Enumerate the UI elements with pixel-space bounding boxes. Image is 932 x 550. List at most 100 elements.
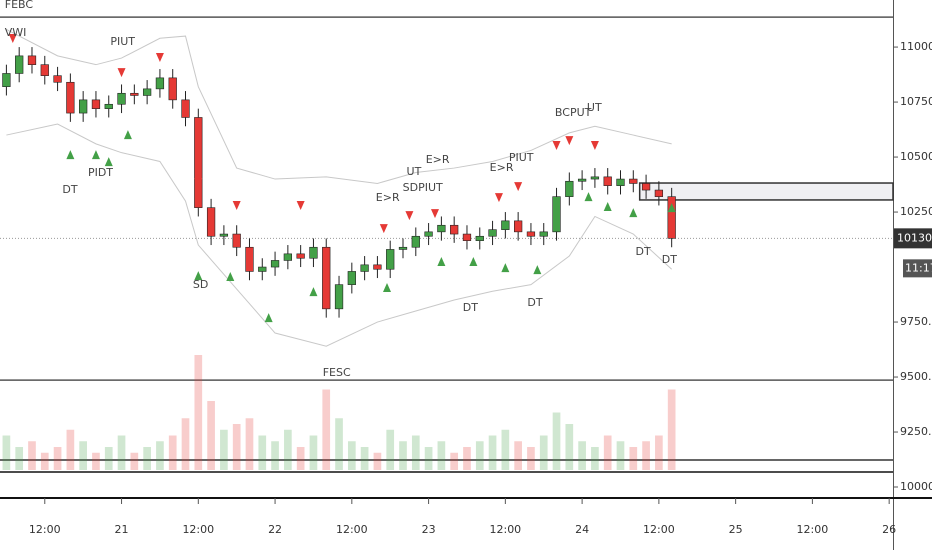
buy-signal [66,150,75,160]
annotation: FEBC [5,0,34,11]
buy-signal [264,313,273,323]
candle-body [27,55,37,65]
buy-signal [469,256,478,266]
volume-bar [53,447,62,470]
candle-body [539,231,548,237]
annotation: BCPUT [555,106,592,119]
candle-body [322,246,331,310]
volume-bar [66,429,75,470]
volume-bar [552,412,561,470]
y-tick-label: 10000.0 [900,480,932,493]
candle-body [194,117,203,208]
x-tick-label: 12:00 [489,523,521,536]
volume-bar [539,435,548,470]
volume-bar [411,435,420,470]
x-tick-label: 12:00 [797,523,829,536]
buy-signal [603,201,612,211]
volume-bar [156,441,164,470]
sell-signal [590,140,599,150]
candle-body [462,233,472,241]
x-tick-label: 25 [729,523,743,536]
volume-bar [194,355,203,470]
candle-body [245,246,254,272]
candle-body [258,266,267,272]
buy-signal [667,203,676,213]
annotation: DT [62,183,77,196]
volume-bar [603,435,612,470]
candle-body [219,233,229,237]
annotation: DT [662,253,677,266]
volume-bar [309,435,318,470]
volume-bar [104,447,113,470]
sell-signal [552,140,561,150]
volume-bar [335,418,343,470]
candle-body [206,207,216,237]
volume-bar [2,435,11,470]
buy-signal [533,265,542,275]
annotation: PIDT [88,166,113,179]
sell-signal [514,182,523,192]
candle-body [66,81,75,114]
buy-signal [309,287,318,297]
annotation: E>R [490,161,514,174]
x-tick-label: 23 [422,523,436,536]
volume-bar [616,441,625,470]
volume-bar [220,429,228,470]
volume-bar [181,418,190,470]
volume-bar [271,441,279,470]
x-tick-label: 12:00 [29,523,61,536]
sell-signal [405,211,414,221]
volume-bar [655,435,663,470]
candle-body [603,176,612,186]
volume-bar [322,389,331,470]
volume-bar [386,429,395,470]
candle-body [514,220,523,233]
annotation: DT [463,301,478,314]
candle-body [91,99,101,109]
volume-bar [15,447,24,470]
volume-bar [360,447,369,470]
lower-band [6,123,673,347]
sell-signal [8,34,17,44]
countdown: 11:17 [905,261,932,274]
candle-body [411,235,420,248]
x-tick-label: 26 [882,523,896,536]
volume-bar [143,447,151,470]
y-tick-label: 10750.0 [900,95,932,108]
volume-bar [245,418,254,470]
sell-signal [117,68,126,78]
candle-body [526,231,536,237]
candle-body [142,88,152,96]
candle-body [590,176,600,180]
upper-band [6,29,672,184]
volume-bar [667,389,676,470]
volume-bar [373,452,382,470]
sell-signal [296,201,305,211]
volume-bar [565,424,574,470]
candle-body [424,231,433,237]
x-tick-label: 21 [115,523,129,536]
sell-signal [232,201,241,211]
volume-bar [168,435,177,470]
annotation: VWI [5,26,27,39]
candle-body [15,55,24,74]
volume-bar [475,441,484,470]
last-price-box [894,228,932,249]
volume-bar [40,452,49,470]
volume-bar [501,429,510,470]
x-tick-label: 22 [268,523,282,536]
buy-signal [91,150,100,160]
candle-body [2,73,11,87]
candle-body [53,75,62,83]
sell-signal [155,52,164,62]
volume-bar [258,435,267,470]
candle-body [629,178,638,184]
y-tick-label: 10500.0 [900,150,932,163]
y-tick-label: 11000.0 [900,40,932,53]
candle-body [181,99,190,118]
candle-body [40,64,49,76]
x-tick-label: 24 [575,523,589,536]
candle-body [232,233,241,248]
annotation: SD [193,278,208,291]
buy-signal [226,271,235,281]
